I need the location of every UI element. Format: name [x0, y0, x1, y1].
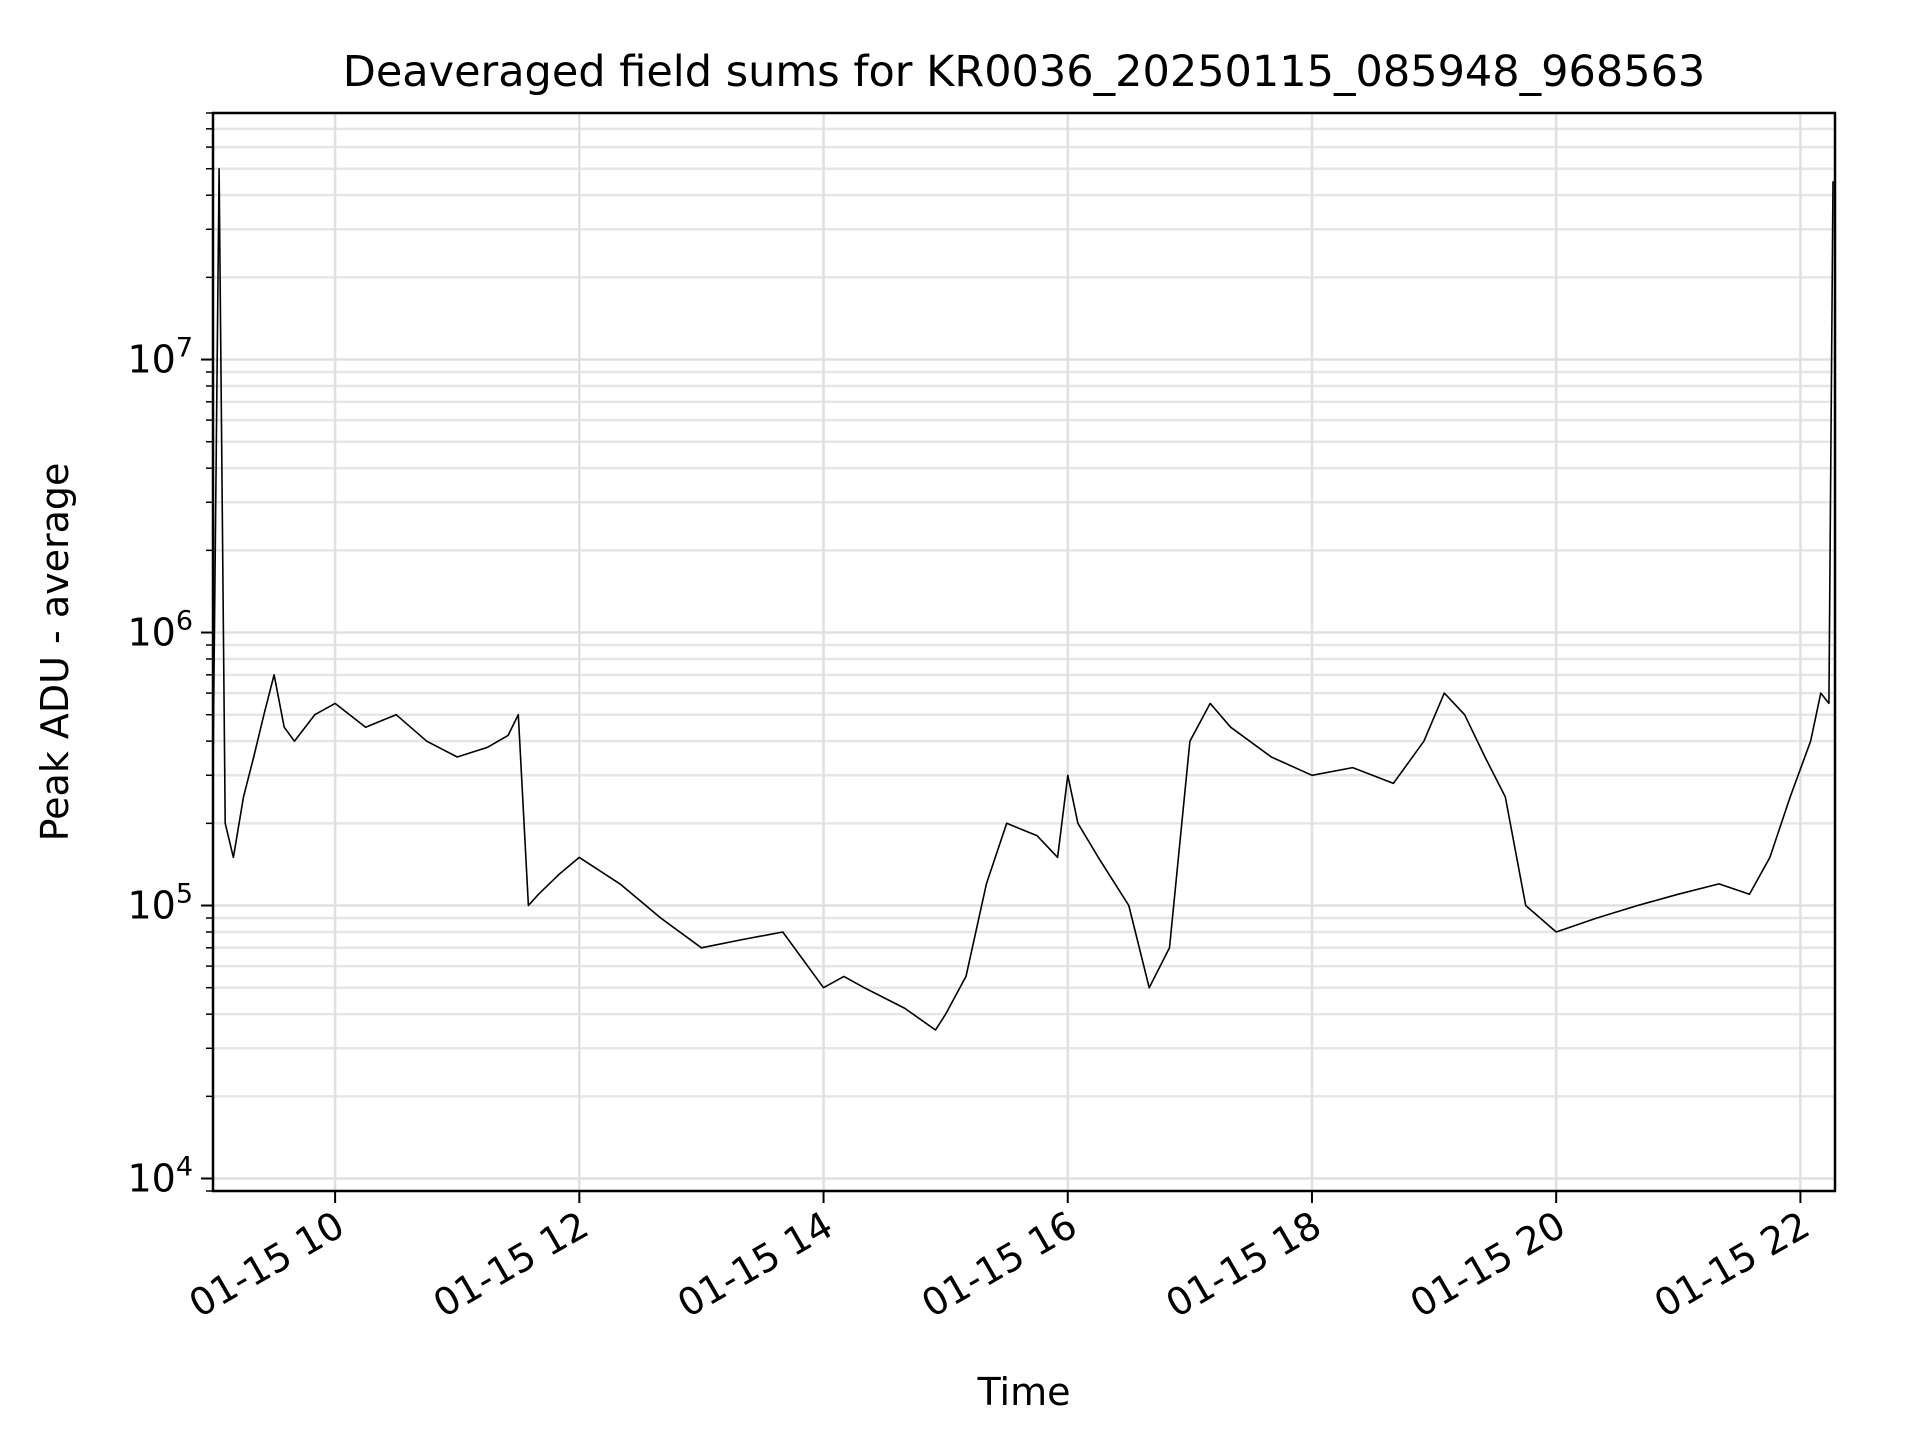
x-tick-label: 01-15 18 [1159, 1203, 1329, 1327]
y-tick-label: 106 [127, 606, 193, 655]
y-axis-label: Peak ADU - average [33, 463, 77, 842]
y-tick-label: 107 [127, 333, 193, 382]
grid [213, 111, 1835, 1193]
plot-frame [211, 111, 1837, 1193]
y-tick-label: 105 [127, 879, 193, 928]
x-tick-label: 01-15 22 [1647, 1203, 1817, 1327]
chart-title: Deaveraged field sums for KR0036_2025011… [343, 47, 1706, 97]
y-ticks: 104 105 106 107 [127, 112, 213, 1201]
x-axis-label: Time [977, 1370, 1071, 1414]
x-tick-label: 01-15 20 [1403, 1203, 1573, 1327]
x-ticks: 01-15 10 01-15 12 01-15 14 01-15 16 01-15 18… [182, 1191, 1817, 1326]
x-tick-label: 01-15 12 [426, 1203, 596, 1327]
y-tick-label: 104 [127, 1152, 193, 1201]
series-layer [212, 167, 1834, 1031]
x-tick-label: 01-15 14 [670, 1203, 840, 1327]
x-tick-label: 01-15 10 [182, 1203, 352, 1327]
series-line [212, 167, 1834, 1031]
x-tick-label: 01-15 16 [914, 1203, 1084, 1327]
